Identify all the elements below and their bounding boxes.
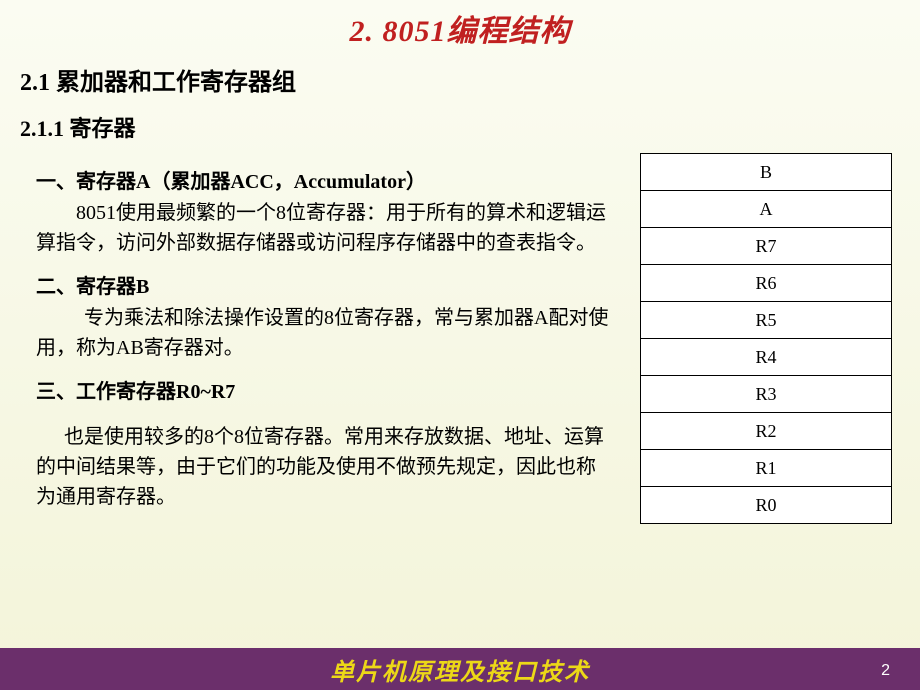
- table-row: R7: [641, 228, 892, 265]
- reg-cell: R0: [641, 487, 892, 524]
- reg-cell: R5: [641, 302, 892, 339]
- footer-bar: 单片机原理及接口技术 2: [0, 648, 920, 690]
- block1-body: 8051使用最频繁的一个8位寄存器：用于所有的算术和逻辑运算指令，访问外部数据存…: [28, 198, 610, 266]
- block1-heading: 一、寄存器A（累加器ACC，Accumulator）: [28, 161, 610, 198]
- table-row: R2: [641, 413, 892, 450]
- table-row: R1: [641, 450, 892, 487]
- table-row: R0: [641, 487, 892, 524]
- reg-cell: R4: [641, 339, 892, 376]
- block3-heading: 三、工作寄存器R0~R7: [28, 371, 610, 408]
- table-row: A: [641, 191, 892, 228]
- register-table: B A R7 R6 R5 R4 R3 R2 R1 R0: [640, 153, 892, 524]
- reg-cell: R2: [641, 413, 892, 450]
- reg-cell: R7: [641, 228, 892, 265]
- section-heading: 2.1 累加器和工作寄存器组: [0, 50, 920, 97]
- table-row: R4: [641, 339, 892, 376]
- block2-heading: 二、寄存器B: [28, 266, 610, 303]
- reg-cell: R1: [641, 450, 892, 487]
- reg-cell: A: [641, 191, 892, 228]
- page-number: 2: [881, 662, 890, 680]
- table-row: R6: [641, 265, 892, 302]
- table-row: R5: [641, 302, 892, 339]
- reg-cell: R6: [641, 265, 892, 302]
- table-row: R3: [641, 376, 892, 413]
- block2-body: 专为乘法和除法操作设置的8位寄存器，常与累加器A配对使用，称为AB寄存器对。: [28, 303, 610, 371]
- table-row: B: [641, 154, 892, 191]
- subsection-heading: 2.1.1 寄存器: [0, 97, 920, 143]
- text-column: 一、寄存器A（累加器ACC，Accumulator） 8051使用最频繁的一个8…: [0, 161, 610, 520]
- content-area: 一、寄存器A（累加器ACC，Accumulator） 8051使用最频繁的一个8…: [0, 143, 920, 520]
- page-title: 2. 8051编程结构: [0, 0, 920, 50]
- footer-text: 单片机原理及接口技术: [330, 652, 590, 687]
- block3-body: 也是使用较多的8个8位寄存器。常用来存放数据、地址、运算的中间结果等，由于它们的…: [28, 408, 610, 520]
- reg-cell: R3: [641, 376, 892, 413]
- reg-cell: B: [641, 154, 892, 191]
